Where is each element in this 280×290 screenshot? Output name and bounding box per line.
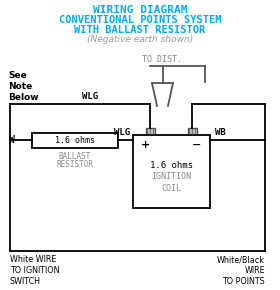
Bar xyxy=(133,135,210,208)
Text: TO DIST.: TO DIST. xyxy=(142,55,182,64)
Text: −: − xyxy=(192,140,202,150)
Text: WLG: WLG xyxy=(82,92,98,101)
Bar xyxy=(188,128,197,135)
Text: WB: WB xyxy=(215,128,226,137)
Text: White/Black
WIRE
TO POINTS: White/Black WIRE TO POINTS xyxy=(217,255,265,287)
Text: +: + xyxy=(141,140,151,150)
Text: 1.6 ohms: 1.6 ohms xyxy=(55,136,95,145)
Text: See
Note
Below: See Note Below xyxy=(8,71,39,102)
Bar xyxy=(146,128,155,135)
Text: White WIRE
TO IGNITION
SWITCH: White WIRE TO IGNITION SWITCH xyxy=(10,255,59,287)
Text: 1.6 ohms: 1.6 ohms xyxy=(150,161,193,170)
Text: BALLAST: BALLAST xyxy=(59,152,91,161)
Text: W: W xyxy=(9,135,15,145)
Text: IGNITION
COIL: IGNITION COIL xyxy=(151,172,192,193)
Text: WIRING DIAGRAM: WIRING DIAGRAM xyxy=(93,5,187,15)
Text: RESISTOR: RESISTOR xyxy=(57,160,94,169)
Text: (Negative earth shown): (Negative earth shown) xyxy=(87,35,193,44)
Text: WLG: WLG xyxy=(114,128,130,137)
Bar xyxy=(32,133,118,148)
Text: WITH BALLAST RESISTOR: WITH BALLAST RESISTOR xyxy=(74,25,206,35)
Text: CONVENTIONAL POINTS SYSTEM: CONVENTIONAL POINTS SYSTEM xyxy=(59,15,221,25)
